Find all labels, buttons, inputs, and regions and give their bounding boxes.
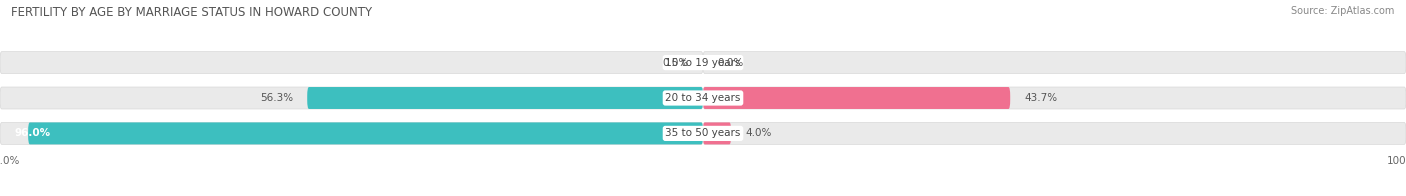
FancyBboxPatch shape <box>28 122 703 144</box>
Text: Source: ZipAtlas.com: Source: ZipAtlas.com <box>1291 6 1395 16</box>
FancyBboxPatch shape <box>703 87 1010 109</box>
FancyBboxPatch shape <box>703 87 1406 109</box>
FancyBboxPatch shape <box>703 122 731 144</box>
Text: 4.0%: 4.0% <box>745 128 772 138</box>
Text: 15 to 19 years: 15 to 19 years <box>665 58 741 68</box>
FancyBboxPatch shape <box>0 87 703 109</box>
Text: FERTILITY BY AGE BY MARRIAGE STATUS IN HOWARD COUNTY: FERTILITY BY AGE BY MARRIAGE STATUS IN H… <box>11 6 373 19</box>
FancyBboxPatch shape <box>703 52 1406 74</box>
Text: 96.0%: 96.0% <box>14 128 51 138</box>
FancyBboxPatch shape <box>703 122 1406 144</box>
Text: 43.7%: 43.7% <box>1024 93 1057 103</box>
FancyBboxPatch shape <box>0 52 703 74</box>
Text: 20 to 34 years: 20 to 34 years <box>665 93 741 103</box>
FancyBboxPatch shape <box>308 87 703 109</box>
Text: 0.0%: 0.0% <box>717 58 744 68</box>
Text: 35 to 50 years: 35 to 50 years <box>665 128 741 138</box>
Text: 0.0%: 0.0% <box>662 58 689 68</box>
Text: 56.3%: 56.3% <box>260 93 294 103</box>
FancyBboxPatch shape <box>0 122 703 144</box>
